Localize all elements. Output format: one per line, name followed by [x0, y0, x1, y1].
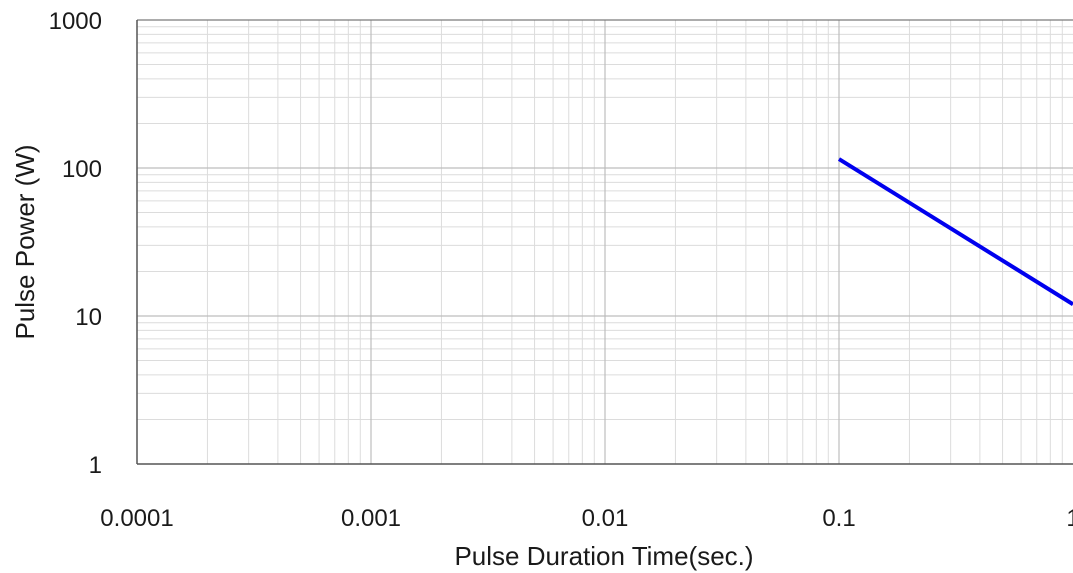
- x-axis-label: Pulse Duration Time(sec.): [454, 541, 753, 571]
- axes-frame: [136, 19, 1073, 465]
- x-tick-label: 1: [1066, 505, 1073, 532]
- y-tick-label: 100: [62, 156, 102, 183]
- x-tick-labels: 0.0001 0.001 0.01 0.1 1: [100, 505, 1073, 532]
- x-tick-label: 0.1: [822, 505, 855, 532]
- y-axis-label: Pulse Power (W): [10, 144, 40, 339]
- y-tick-label: 10: [75, 304, 102, 331]
- x-tick-label: 0.01: [582, 505, 629, 532]
- x-tick-label: 0.001: [341, 505, 401, 532]
- y-tick-label: 1: [89, 452, 102, 479]
- series-line-0: [837, 157, 1073, 306]
- series-group: [837, 157, 1073, 306]
- y-tick-labels: 1 10 100 1000: [49, 8, 102, 479]
- x-tick-label: 0.0001: [100, 505, 173, 532]
- y-tick-label: 1000: [49, 8, 102, 35]
- major-gridlines: [137, 20, 1073, 464]
